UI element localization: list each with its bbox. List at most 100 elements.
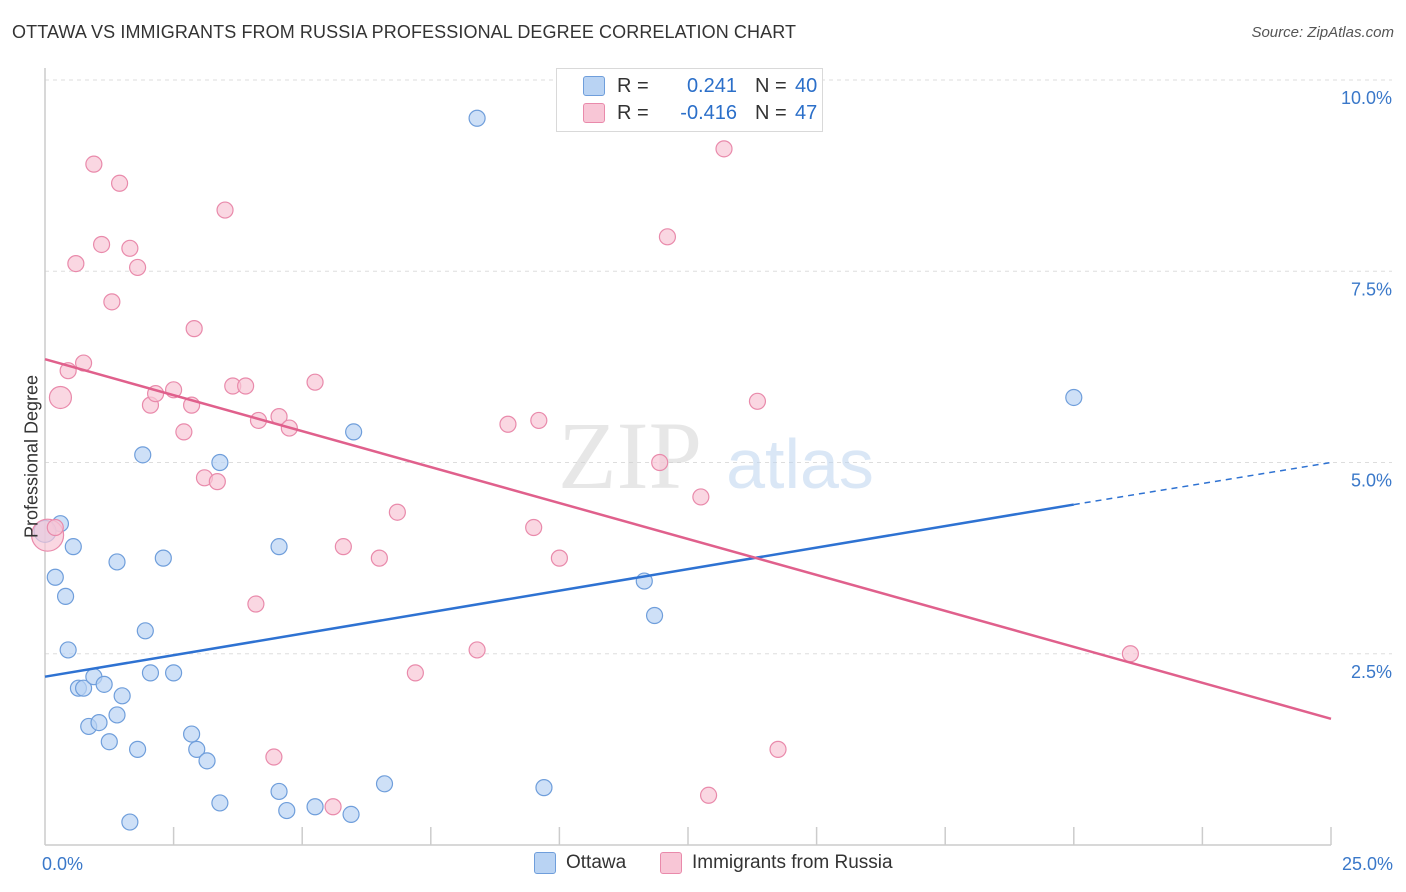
series-swatch-ottawa xyxy=(534,852,556,874)
ottawa-point xyxy=(56,587,75,605)
russia-point xyxy=(110,174,129,192)
russia-point xyxy=(651,453,669,472)
source-note: Source: ZipAtlas.com xyxy=(1251,24,1394,41)
russia-trend-line xyxy=(44,358,1332,720)
series-legend-label: Immigrants from Russia xyxy=(692,852,893,873)
legend-r-label: R = xyxy=(617,101,649,124)
ottawa-point xyxy=(100,733,118,751)
y-tick-label: 7.5% xyxy=(1351,279,1392,299)
russia-point xyxy=(748,392,767,410)
legend-n-label: N = xyxy=(755,101,787,124)
russia-point xyxy=(658,228,677,246)
russia-point xyxy=(265,748,283,766)
ottawa-point xyxy=(108,553,126,571)
correlation-legend: R = 0.241 N = 40 R = -0.416 N = 47 xyxy=(556,68,823,132)
y-tick-label: 10.0% xyxy=(1341,88,1392,108)
x-tick-label: 25.0% xyxy=(1342,854,1393,874)
russia-point xyxy=(48,385,73,410)
russia-point xyxy=(237,377,255,395)
russia-point xyxy=(715,140,733,158)
legend-n-value: 40 xyxy=(795,74,818,97)
ottawa-point xyxy=(198,752,216,770)
ottawa-point xyxy=(108,706,126,724)
ottawa-point xyxy=(113,687,131,705)
ottawa-point xyxy=(535,779,553,797)
ottawa-point xyxy=(188,740,206,758)
legend-r-value: 0.241 xyxy=(686,74,737,97)
series-legend-ottawa: Ottawa xyxy=(534,852,626,874)
ottawa-point xyxy=(165,664,183,682)
ottawa-point xyxy=(46,568,64,586)
ottawa-point xyxy=(59,641,77,659)
ottawa-point xyxy=(128,740,147,758)
russia-point xyxy=(530,411,548,430)
y-tick-label: 2.5% xyxy=(1351,662,1392,682)
ottawa-point xyxy=(136,622,154,640)
legend-swatch-russia xyxy=(583,103,605,123)
ottawa-point xyxy=(270,782,288,801)
watermark-atlas: atlas xyxy=(726,425,874,503)
russia-point xyxy=(468,641,486,659)
axis-layer xyxy=(44,68,1332,846)
tick-labels: 2.5% 5.0% 7.5% 10.0% 0.0% 25.0% xyxy=(42,88,1393,874)
russia-point xyxy=(121,239,139,257)
russia-point xyxy=(334,538,352,556)
russia-point xyxy=(324,798,342,816)
russia-point xyxy=(388,503,406,521)
legend-r-label: R = xyxy=(617,74,649,97)
x-tick-label: 0.0% xyxy=(42,854,83,874)
russia-point xyxy=(67,255,85,273)
russia-point xyxy=(769,740,787,758)
russia-point xyxy=(499,415,517,433)
grid-layer xyxy=(45,79,1392,655)
russia-point xyxy=(699,786,718,804)
ottawa-point xyxy=(74,679,93,697)
watermark-zip: ZIP xyxy=(558,402,702,509)
y-axis-label: Professional Degree xyxy=(21,374,42,539)
legend-n-value: 47 xyxy=(795,101,818,124)
points-layer xyxy=(30,109,1139,831)
russia-point xyxy=(247,595,265,613)
russia-point xyxy=(306,373,324,391)
ottawa-point xyxy=(375,775,394,793)
russia-point xyxy=(525,518,543,537)
ottawa-point xyxy=(64,538,82,556)
legend-row-ottawa: R = 0.241 N = 40 xyxy=(583,73,817,99)
legend-row-russia: R = -0.416 N = 47 xyxy=(583,100,817,126)
ottawa-point xyxy=(121,813,139,831)
russia-point xyxy=(175,423,193,441)
ottawa-point xyxy=(211,794,229,812)
ottawa-point xyxy=(345,423,363,441)
russia-point xyxy=(208,473,226,491)
ottawa-point xyxy=(211,453,229,472)
ottawa-point xyxy=(306,798,324,816)
trend-layer xyxy=(44,358,1332,720)
russia-point xyxy=(128,258,147,277)
russia-point xyxy=(216,201,234,219)
ottawa-point xyxy=(183,725,201,743)
ottawa-point xyxy=(342,805,360,824)
series-legend-russia: Immigrants from Russia xyxy=(660,852,893,874)
watermark: ZIP atlas xyxy=(558,402,874,509)
russia-point xyxy=(46,518,64,537)
series-legend: Ottawa Immigrants from Russia xyxy=(0,852,1406,878)
russia-point xyxy=(185,320,203,338)
legend-r-value: -0.416 xyxy=(680,101,737,124)
russia-point xyxy=(692,488,710,506)
russia-point xyxy=(85,155,103,173)
series-legend-label: Ottawa xyxy=(566,852,627,873)
ottawa-trend-extension xyxy=(1073,461,1332,506)
ottawa-point xyxy=(645,606,664,625)
legend-swatch-ottawa xyxy=(583,76,605,96)
russia-point xyxy=(406,664,424,682)
y-tick-label: 5.0% xyxy=(1351,471,1392,491)
russia-point xyxy=(1121,645,1139,663)
ottawa-point xyxy=(278,801,296,820)
legend-n-label: N = xyxy=(755,74,787,97)
ottawa-point xyxy=(1065,388,1083,407)
russia-point xyxy=(92,235,111,254)
ottawa-point xyxy=(90,713,108,732)
russia-point xyxy=(370,549,388,567)
ottawa-point xyxy=(134,446,152,464)
